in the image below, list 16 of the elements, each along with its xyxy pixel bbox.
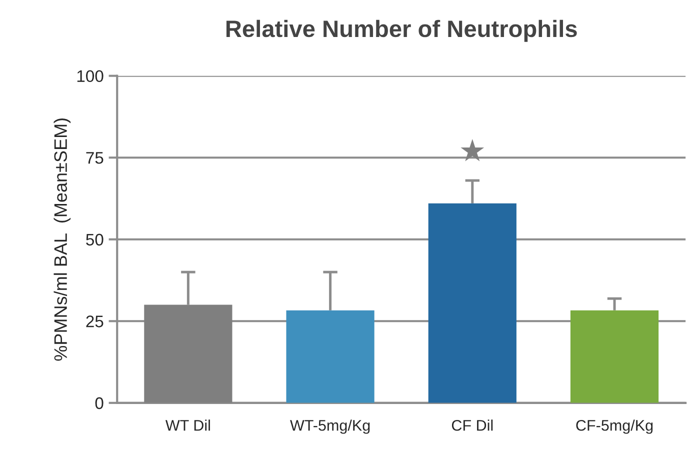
y-tick-label: 50 xyxy=(86,234,104,246)
y-tick-label: 25 xyxy=(86,316,104,328)
bar xyxy=(144,304,232,403)
x-tick-label: WT Dil xyxy=(165,420,210,431)
y-tick-label: 75 xyxy=(86,152,104,164)
x-tick-label: CF Dil xyxy=(452,420,493,431)
y-tick-label: 0 xyxy=(95,397,104,410)
y-tick-label: 100 xyxy=(77,70,104,82)
x-tick-label: WT-5mg/Kg xyxy=(290,420,370,434)
bar xyxy=(570,310,659,403)
chart-title: Relative Number of Neutrophils xyxy=(226,20,577,42)
bar xyxy=(286,310,374,403)
bar xyxy=(428,203,516,403)
x-tick-label: CF-5mg/Kg xyxy=(576,420,653,434)
annotation: ★ xyxy=(460,139,484,162)
y-axis-title: %PMNs/ml BAL (Mean±SEM) xyxy=(54,118,71,361)
